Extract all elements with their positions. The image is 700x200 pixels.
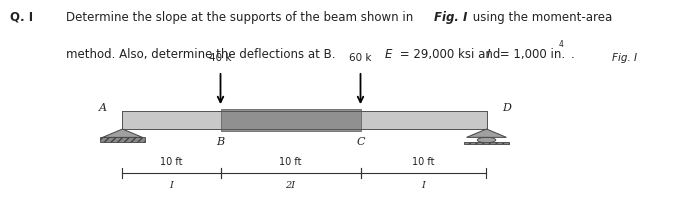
Text: 60 k: 60 k bbox=[349, 53, 372, 63]
Text: = 29,000 ksi and: = 29,000 ksi and bbox=[395, 48, 503, 61]
Text: 10 ft: 10 ft bbox=[160, 157, 183, 167]
Polygon shape bbox=[102, 129, 143, 137]
Text: 40 k: 40 k bbox=[209, 53, 232, 63]
Text: 10 ft: 10 ft bbox=[279, 157, 302, 167]
Text: I: I bbox=[486, 48, 490, 61]
Polygon shape bbox=[466, 129, 506, 137]
Bar bbox=[464, 142, 509, 144]
Text: = 1,000 in.: = 1,000 in. bbox=[496, 48, 566, 61]
Bar bbox=[122, 111, 486, 129]
Bar bbox=[100, 137, 145, 142]
Text: I: I bbox=[421, 181, 426, 190]
Bar bbox=[122, 111, 486, 129]
Text: Q. I: Q. I bbox=[10, 11, 34, 24]
Text: E: E bbox=[385, 48, 393, 61]
Text: I: I bbox=[169, 181, 174, 190]
Text: 4: 4 bbox=[559, 40, 564, 49]
Text: using the moment-area: using the moment-area bbox=[469, 11, 612, 24]
Text: method. Also, determine the deflections at B.: method. Also, determine the deflections … bbox=[66, 48, 340, 61]
Text: Fig. I: Fig. I bbox=[612, 53, 638, 63]
Text: A: A bbox=[99, 103, 107, 113]
Circle shape bbox=[477, 137, 496, 143]
Text: 2I: 2I bbox=[286, 181, 295, 190]
Text: Fig. I: Fig. I bbox=[434, 11, 468, 24]
Text: D: D bbox=[502, 103, 511, 113]
Text: B: B bbox=[216, 137, 225, 147]
Text: C: C bbox=[356, 137, 365, 147]
Text: .: . bbox=[571, 48, 575, 61]
Text: 10 ft: 10 ft bbox=[412, 157, 435, 167]
Bar bbox=[220, 109, 360, 131]
Text: Determine the slope at the supports of the beam shown in: Determine the slope at the supports of t… bbox=[66, 11, 417, 24]
